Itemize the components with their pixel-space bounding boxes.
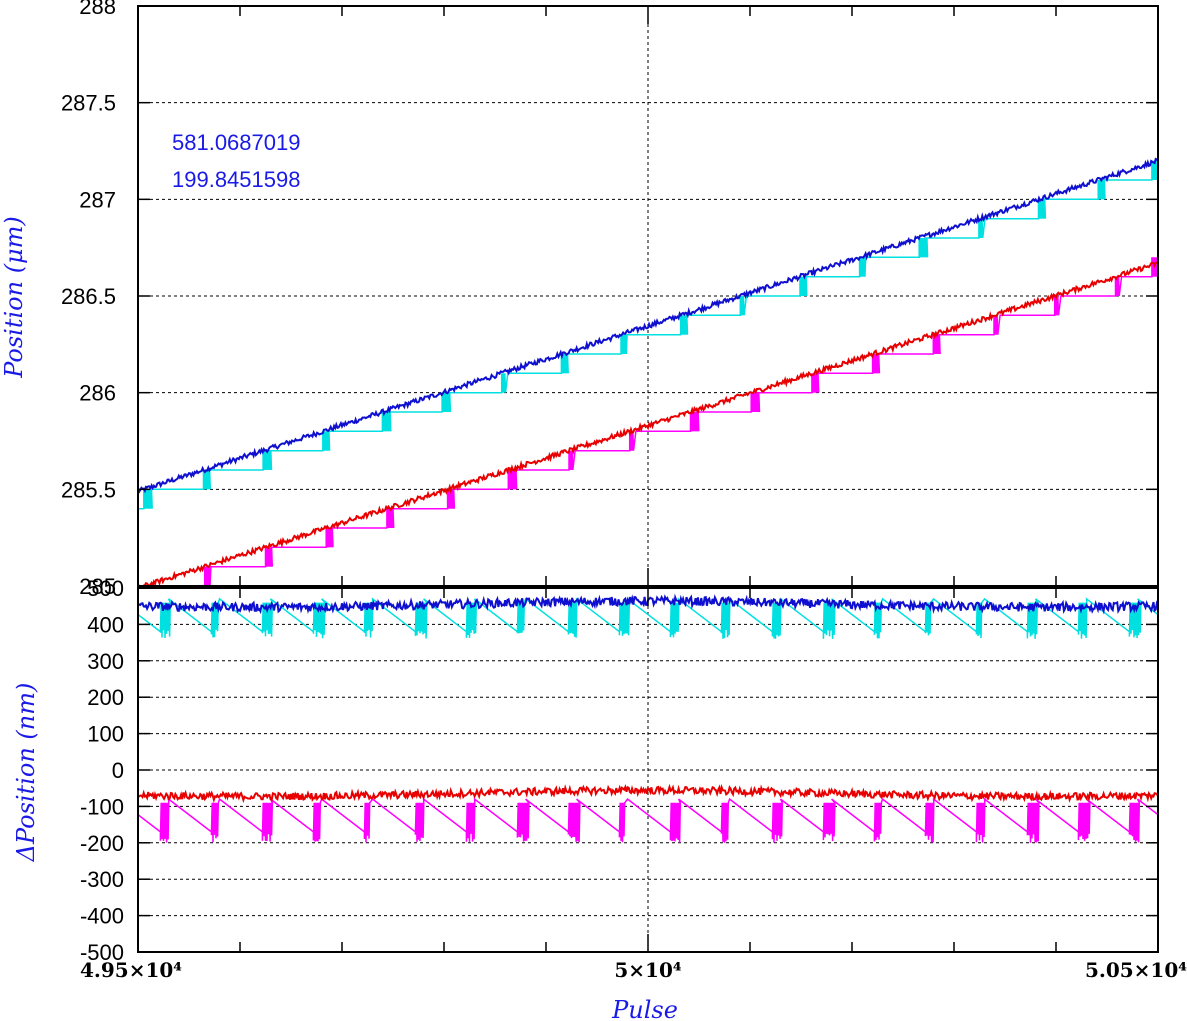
bottom-y-tick-label: 400 [87,612,124,637]
x-tick-labels: 4.95×10⁴ 5×10⁴ 5.05×10⁴ [80,958,1187,982]
top-y-tick-label: 285.5 [61,477,116,502]
bottom-series-line [138,783,1158,804]
annotation-2: 199.8451598 [172,167,300,192]
top-series-line [138,160,1158,510]
x-tick-label: 4.95×10⁴ [80,958,182,982]
bottom-y-tick-labels: -500 -400 -300 -200 -100 0 100 200 300 400 500 [80,576,124,965]
bottom-y-tick-label: 0 [112,758,124,783]
x-axis-title: Pulse [611,996,678,1021]
bottom-y-tick-label: 500 [87,576,124,601]
bottom-series-group [138,593,1158,843]
annotation-1: 581.0687019 [172,130,300,155]
bottom-ticks [137,587,1159,953]
top-y-tick-label: 287 [79,187,116,212]
top-y-tick-label: 286.5 [61,284,116,309]
top-grid [138,6,1158,586]
bottom-grid [138,588,1158,952]
top-y-axis-title: Position (μm) [0,216,28,379]
bottom-y-tick-label: -300 [80,867,124,892]
bottom-y-tick-label: -400 [80,904,124,929]
bottom-y-tick-label: 200 [87,685,124,710]
top-y-tick-label: 285 [79,574,116,599]
top-series-line [138,260,1158,586]
bottom-series-line [138,597,1158,639]
x-tick-label: 5×10⁴ [614,958,682,982]
top-y-tick-labels: 285 285.5 286 286.5 287 287.5 288 [61,0,116,599]
bottom-y-tick-label: -500 [80,940,124,965]
bottom-y-axis-title: ΔPosition (nm) [12,683,40,863]
top-y-tick-label: 288 [79,0,116,19]
top-ticks [137,5,1159,587]
top-y-tick-label: 286 [79,381,116,406]
bottom-y-tick-label: -200 [80,831,124,856]
bottom-series-line [138,797,1158,843]
bottom-y-tick-label: -100 [80,794,124,819]
top-series-line [143,257,1158,586]
top-series-group [138,157,1158,586]
top-y-tick-label: 287.5 [61,91,116,116]
top-series-line [138,157,1158,494]
bottom-y-tick-label: 100 [87,722,124,747]
bottom-y-tick-label: 300 [87,649,124,674]
x-tick-label: 5.05×10⁴ [1085,958,1187,982]
